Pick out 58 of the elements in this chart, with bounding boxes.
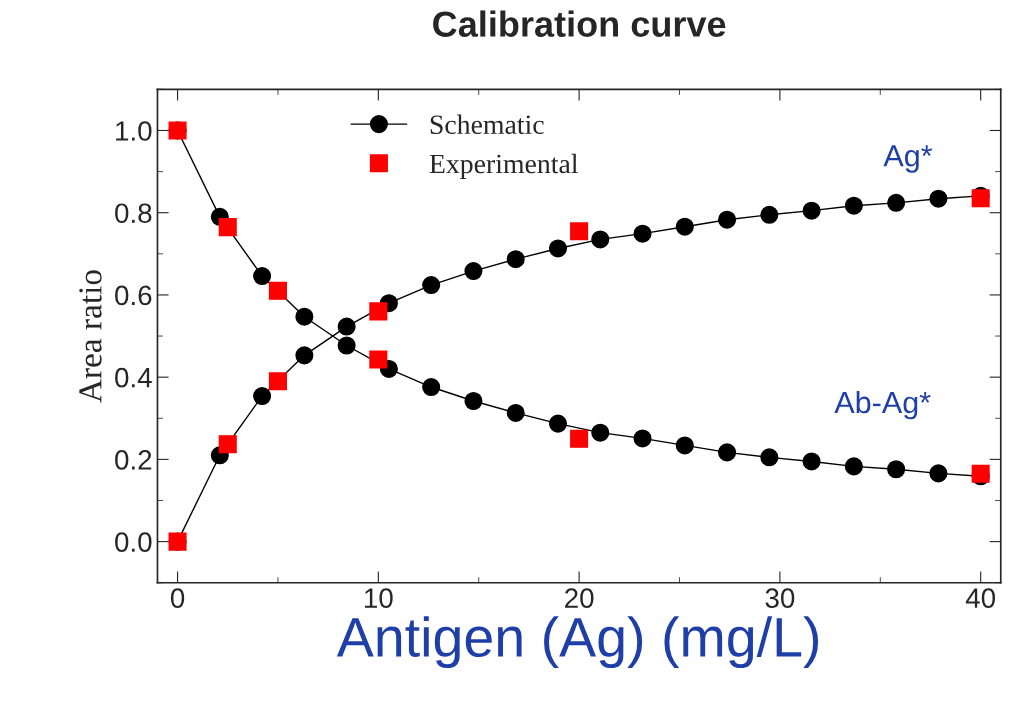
- y-tick-label: 0.4: [115, 367, 152, 388]
- point: [802, 201, 821, 220]
- point: [218, 218, 237, 237]
- x-tick-label: 10: [365, 588, 393, 608]
- chart-title: Calibration curve: [433, 10, 726, 37]
- point: [802, 452, 821, 471]
- point: [422, 276, 441, 295]
- point: [337, 336, 356, 355]
- point: [887, 193, 906, 212]
- y-tick-label: 0.6: [115, 285, 152, 306]
- point: [929, 464, 948, 483]
- point: [718, 443, 737, 462]
- point: [218, 435, 237, 454]
- point: [570, 429, 589, 448]
- point: [760, 448, 779, 467]
- point: [337, 317, 356, 336]
- point: [295, 307, 314, 326]
- point: [929, 189, 948, 208]
- legend-label: Schematic: [430, 114, 544, 135]
- point: [506, 403, 525, 422]
- x-axis-title: Antigen (Ag) (mg/L): [336, 616, 819, 669]
- y-tick-label: 0.0: [115, 532, 152, 552]
- point: [844, 457, 863, 476]
- x-tick-label: 30: [765, 588, 795, 608]
- point: [887, 460, 906, 479]
- point: [253, 266, 272, 286]
- y-axis-title: Area ratio: [79, 270, 102, 403]
- point: [718, 210, 737, 229]
- point: [268, 372, 287, 391]
- point: [548, 239, 568, 258]
- x-tick-label: 0: [170, 588, 185, 608]
- x-tick-label: 20: [565, 588, 594, 608]
- annotation: Ag*: [883, 145, 933, 173]
- point: [369, 302, 388, 321]
- point: [760, 205, 779, 224]
- point: [633, 224, 652, 243]
- point: [570, 222, 589, 241]
- point: [464, 391, 483, 411]
- point: [369, 350, 388, 369]
- y-tick-label: 1.0: [116, 121, 152, 141]
- y-tick-label: 0.2: [115, 450, 152, 470]
- point: [675, 217, 694, 236]
- point: [253, 387, 272, 406]
- point: [295, 346, 314, 365]
- point: [268, 281, 287, 300]
- point: [844, 196, 863, 215]
- point: [591, 423, 610, 442]
- y-tick-label: 0.8: [115, 203, 152, 224]
- point: [506, 250, 525, 269]
- x-tick-label: 40: [965, 588, 996, 608]
- point: [633, 429, 652, 448]
- point: [464, 262, 483, 281]
- point: [591, 230, 610, 249]
- point: [422, 378, 441, 397]
- legend-label: Experimental: [429, 153, 578, 179]
- point: [548, 414, 568, 433]
- point: [675, 436, 694, 455]
- annotation: Ab-Ag*: [834, 390, 931, 420]
